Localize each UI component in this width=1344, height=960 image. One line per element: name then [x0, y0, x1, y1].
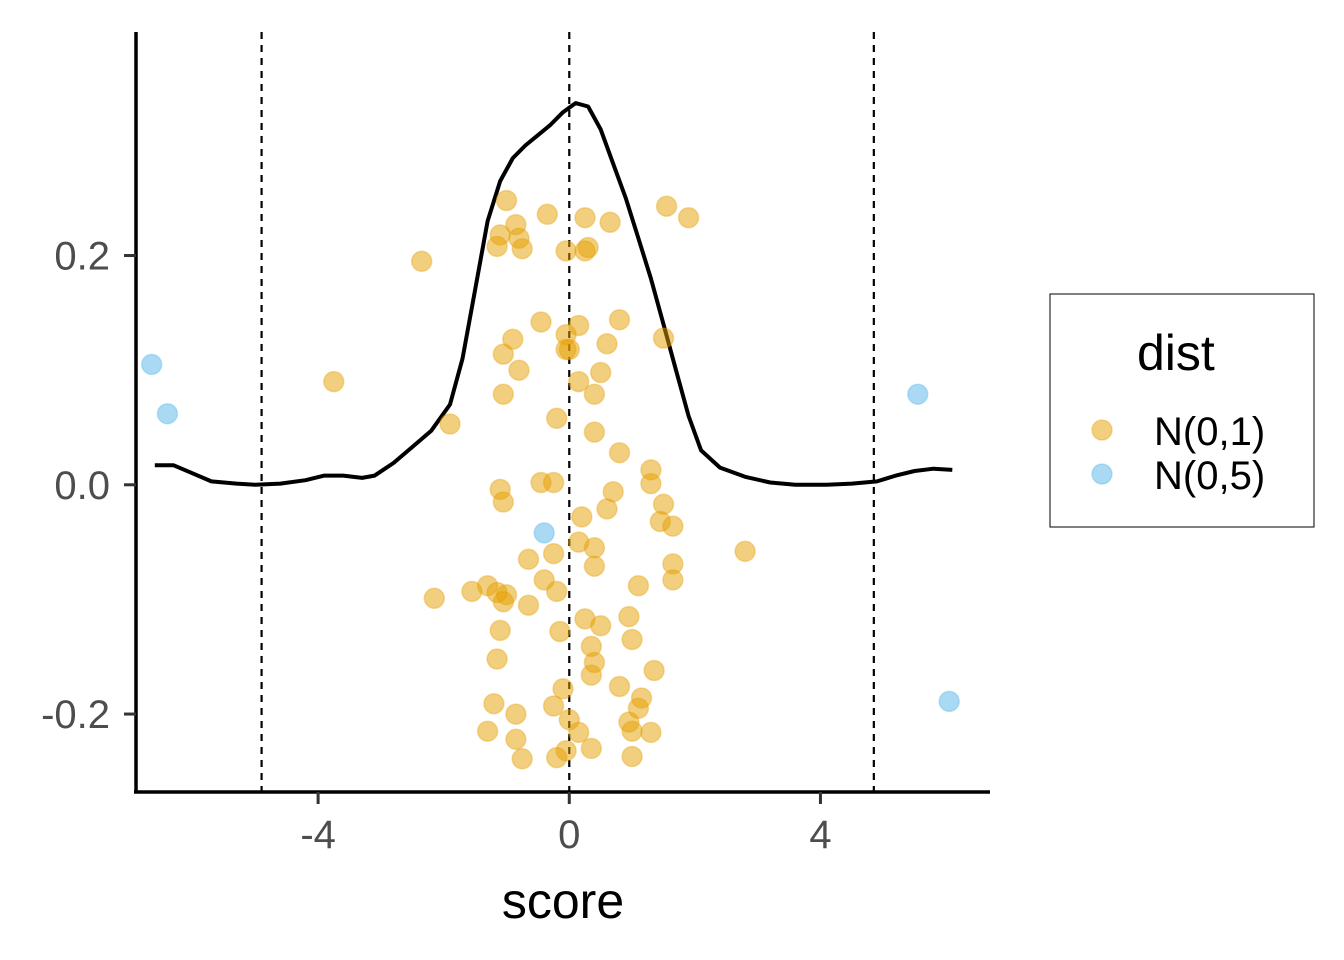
y-tick-label: -0.2	[41, 693, 110, 737]
point-n-0-1	[589, 615, 612, 637]
x-tick-label: 4	[809, 813, 831, 857]
point-n-0-1	[502, 328, 524, 350]
x-axis-title: score	[502, 873, 624, 929]
point-n-0-1	[574, 240, 596, 262]
y-tick-label: 0.2	[54, 235, 110, 279]
axes: -4 0 4 0.2 0.0 -0.2	[41, 32, 990, 857]
reference-lines	[260, 32, 875, 792]
point-n-0-1	[621, 720, 643, 742]
point-n-0-1	[530, 311, 552, 333]
point-n-0-1	[542, 471, 565, 494]
x-tick-label: -4	[300, 813, 336, 857]
point-n-0-1	[599, 211, 621, 234]
point-n-0-1	[652, 327, 675, 349]
point-n-0-1	[583, 421, 606, 443]
point-n-0-1	[567, 370, 590, 393]
point-n-0-1	[583, 537, 606, 559]
point-n-0-5	[140, 353, 163, 376]
point-n-0-1	[574, 206, 596, 229]
point-n-0-1	[608, 441, 631, 464]
legend: dist N(0,1)N(0,5)	[1049, 293, 1315, 528]
point-n-0-1	[517, 548, 540, 571]
point-n-0-1	[583, 383, 606, 405]
point-n-0-1	[580, 737, 603, 760]
point-n-0-1	[545, 407, 568, 430]
point-n-0-1	[542, 542, 565, 565]
point-n-0-1	[627, 574, 650, 597]
legend-key	[1091, 419, 1113, 441]
point-n-0-1	[439, 413, 461, 435]
point-n-0-1	[608, 308, 631, 331]
point-n-0-1	[662, 569, 684, 591]
x-tick-label: 0	[558, 813, 580, 857]
point-n-0-1	[640, 721, 662, 744]
point-n-0-1	[608, 675, 631, 698]
point-n-0-1	[618, 605, 640, 628]
point-n-0-1	[545, 746, 568, 769]
point-n-0-5	[907, 383, 929, 405]
point-n-0-1	[492, 383, 515, 405]
point-n-0-1	[495, 189, 518, 212]
point-n-0-1	[486, 235, 508, 258]
point-n-0-1	[492, 343, 515, 365]
point-n-0-1	[542, 695, 565, 717]
point-n-0-1	[640, 472, 662, 495]
point-n-0-5	[533, 522, 555, 544]
point-n-0-1	[517, 594, 540, 616]
point-n-0-1	[589, 361, 612, 384]
point-n-0-1	[662, 515, 684, 537]
point-n-0-1	[580, 664, 603, 686]
point-n-0-1	[505, 728, 527, 751]
point-n-0-1	[558, 338, 581, 361]
point-n-0-1	[410, 250, 433, 273]
point-n-0-1	[492, 491, 515, 513]
point-n-0-1	[508, 359, 530, 381]
legend-label: N(0,1)	[1154, 410, 1265, 454]
density-curve-layer	[154, 101, 953, 487]
point-n-0-1	[511, 237, 533, 260]
point-n-0-1	[489, 619, 511, 642]
point-n-0-5	[938, 690, 960, 713]
point-n-0-1	[511, 748, 533, 770]
legend-label: N(0,5)	[1154, 454, 1265, 498]
point-n-0-1	[621, 745, 643, 768]
point-n-0-1	[323, 370, 345, 393]
point-n-0-1	[549, 620, 571, 643]
point-n-0-5	[156, 402, 179, 425]
point-n-0-1	[423, 587, 446, 610]
point-n-0-1	[545, 580, 568, 603]
point-n-0-1	[567, 721, 590, 744]
point-n-0-1	[476, 720, 499, 742]
point-n-0-1	[505, 703, 527, 725]
point-n-0-1	[486, 648, 508, 670]
point-n-0-1	[483, 692, 505, 715]
point-n-0-1	[536, 203, 559, 226]
point-n-0-1	[655, 195, 678, 217]
point-n-0-1	[461, 580, 483, 603]
point-n-0-1	[596, 333, 618, 355]
points-layer	[140, 189, 960, 770]
point-n-0-1	[643, 659, 665, 682]
y-tick-label: 0.0	[54, 464, 110, 508]
legend-key	[1091, 463, 1113, 485]
point-n-0-1	[571, 506, 593, 528]
point-n-0-1	[492, 590, 515, 613]
point-n-0-1	[677, 206, 700, 229]
legend-box	[1049, 293, 1315, 528]
point-n-0-1	[621, 628, 643, 651]
legend-title: dist	[1137, 325, 1215, 381]
density-curve	[154, 101, 953, 487]
point-n-0-1	[555, 240, 577, 262]
point-n-0-1	[734, 540, 756, 563]
point-n-0-1	[596, 498, 618, 520]
point-n-0-1	[583, 555, 606, 577]
point-n-0-1	[552, 678, 574, 700]
